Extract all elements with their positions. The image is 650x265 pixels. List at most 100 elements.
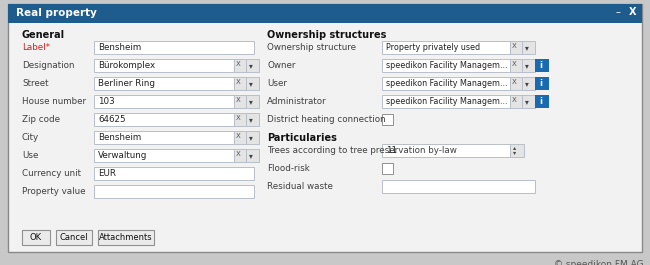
Text: ▾: ▾ [249,115,253,124]
Bar [234,59,246,72]
Text: i: i [539,60,542,69]
Bar [382,95,510,108]
Text: Owner: Owner [267,61,296,70]
Bar [8,4,642,23]
Bar [234,95,246,108]
Bar [246,77,259,90]
Bar [94,167,254,180]
Text: Particularies: Particularies [267,133,337,143]
Text: X: X [512,42,517,48]
Text: i: i [539,96,542,105]
Bar [94,113,234,126]
Text: Flood-risk: Flood-risk [267,164,310,173]
Bar [246,149,259,162]
Bar [382,59,510,72]
Bar [382,180,535,193]
Text: X: X [512,96,517,103]
Text: speedikon Facility Managem...: speedikon Facility Managem... [386,97,508,106]
Text: X: X [512,78,517,85]
Bar [246,131,259,144]
Text: Bensheim: Bensheim [98,43,141,52]
Text: speedikon Facility Managem...: speedikon Facility Managem... [386,61,508,70]
Text: ▾: ▾ [513,150,516,155]
Text: ▾: ▾ [249,97,253,106]
Bar [56,230,92,245]
Text: Verwaltung: Verwaltung [98,151,148,160]
Bar [246,113,259,126]
Text: ▾: ▾ [249,133,253,142]
Bar [510,95,522,108]
Text: ▾: ▾ [249,79,253,88]
Text: Residual waste: Residual waste [267,182,333,191]
Text: –: – [616,7,621,17]
Text: House number: House number [22,97,86,106]
Text: X: X [236,78,240,85]
Text: Bürokomplex: Bürokomplex [98,61,155,70]
Bar [382,77,510,90]
Bar [510,59,522,72]
Text: Property privately used: Property privately used [386,43,480,52]
Bar [234,131,246,144]
Text: Administrator: Administrator [267,97,327,106]
Text: Berliner Ring: Berliner Ring [98,79,155,88]
Text: X: X [236,151,240,157]
Text: Street: Street [22,79,49,88]
Bar [382,41,510,54]
Text: 103: 103 [98,97,115,106]
Bar [246,95,259,108]
Bar [234,77,246,90]
Bar [22,230,50,245]
Text: ▾: ▾ [525,97,529,106]
Bar [94,185,254,198]
Text: X: X [512,60,517,67]
Text: speedikon Facility Managem...: speedikon Facility Managem... [386,79,508,88]
Bar [535,77,549,90]
Text: Attachments: Attachments [99,233,153,242]
Bar [522,95,535,108]
Text: ▾: ▾ [525,43,529,52]
Bar [382,163,393,174]
Text: Property value: Property value [22,187,86,196]
Text: General: General [22,30,65,40]
Text: ▴: ▴ [513,145,516,150]
Text: © speedikon FM AG: © speedikon FM AG [554,260,644,265]
Bar [535,95,549,108]
Bar [94,131,234,144]
Bar [382,144,510,157]
Bar [510,144,524,157]
Text: Label*: Label* [22,43,50,52]
Text: Trees according to tree preservation by-law: Trees according to tree preservation by-… [267,146,457,155]
Text: Zip code: Zip code [22,115,60,124]
Text: Ownership structures: Ownership structures [267,30,386,40]
Text: OK: OK [30,233,42,242]
Bar [522,77,535,90]
Text: ▾: ▾ [525,79,529,88]
Text: 64625: 64625 [98,115,125,124]
Text: X: X [236,60,240,67]
Bar [510,77,522,90]
Bar [522,41,535,54]
Text: ▾: ▾ [249,61,253,70]
Text: X: X [236,114,240,121]
Text: X: X [236,96,240,103]
Bar [535,59,549,72]
Text: 11: 11 [386,146,397,155]
Bar [510,41,522,54]
Bar [382,114,393,125]
Bar [98,230,154,245]
Text: City: City [22,133,39,142]
Text: EUR: EUR [98,169,116,178]
Text: Designation: Designation [22,61,75,70]
Text: i: i [539,78,542,87]
Text: X: X [629,7,636,17]
Bar [94,95,234,108]
Text: Real property: Real property [16,7,97,17]
Bar [234,149,246,162]
Text: Use: Use [22,151,38,160]
Text: Ownership structure: Ownership structure [267,43,356,52]
Text: Cancel: Cancel [60,233,88,242]
Text: Bensheim: Bensheim [98,133,141,142]
Bar [246,59,259,72]
Text: District heating connection: District heating connection [267,115,385,124]
Text: Currency unit: Currency unit [22,169,81,178]
